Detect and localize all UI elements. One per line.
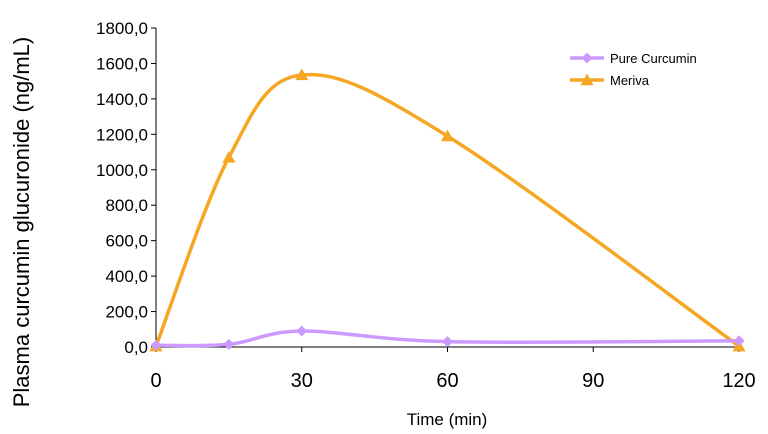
legend-marker-meriva bbox=[580, 73, 594, 86]
legend: Pure Curcumin Meriva bbox=[570, 51, 697, 88]
x-tick-label: 60 bbox=[436, 370, 458, 392]
data-point-pure-curcumin bbox=[733, 335, 745, 347]
y-ticks: 0,0 200,0 400,0 600,0 800,0 1000,0 1200,0 1400,… bbox=[96, 19, 156, 357]
y-tick-label: 1800,0 bbox=[96, 19, 148, 38]
y-tick-label: 1000,0 bbox=[96, 161, 148, 180]
y-tick-label: 1400,0 bbox=[96, 90, 148, 109]
x-ticks: 0 30 60 90 120 bbox=[150, 347, 756, 392]
y-axis-title: Plasma curcumin glucuronide (ng/mL) bbox=[9, 37, 34, 408]
x-tick-label: 120 bbox=[722, 370, 755, 392]
series-layer bbox=[149, 68, 746, 352]
data-point-meriva bbox=[295, 68, 309, 81]
y-tick-label: 200,0 bbox=[105, 303, 148, 322]
data-point-pure-curcumin bbox=[296, 325, 308, 337]
y-tick-label: 800,0 bbox=[105, 196, 148, 215]
data-point-pure-curcumin bbox=[223, 338, 235, 350]
legend-label-pure-curcumin: Pure Curcumin bbox=[610, 51, 697, 66]
legend-marker-pure-curcumin bbox=[581, 52, 593, 64]
plot-area: 0,0 200,0 400,0 600,0 800,0 1000,0 1200,0 1400,… bbox=[96, 19, 756, 392]
data-point-meriva bbox=[441, 129, 454, 142]
y-tick-label: 1200,0 bbox=[96, 125, 148, 144]
y-tick-label: 0,0 bbox=[124, 338, 148, 357]
y-tick-label: 400,0 bbox=[105, 267, 148, 286]
x-tick-label: 90 bbox=[582, 370, 604, 392]
data-point-pure-curcumin bbox=[150, 339, 162, 351]
legend-label-meriva: Meriva bbox=[610, 73, 650, 88]
data-point-pure-curcumin bbox=[442, 336, 453, 348]
x-tick-label: 0 bbox=[150, 370, 161, 392]
y-tick-label: 1600,0 bbox=[96, 54, 148, 73]
y-tick-label: 600,0 bbox=[105, 232, 148, 251]
x-tick-label: 30 bbox=[291, 370, 313, 392]
data-point-meriva bbox=[222, 150, 236, 163]
x-axis-title: Time (min) bbox=[407, 410, 488, 429]
series-line-meriva bbox=[154, 72, 741, 348]
